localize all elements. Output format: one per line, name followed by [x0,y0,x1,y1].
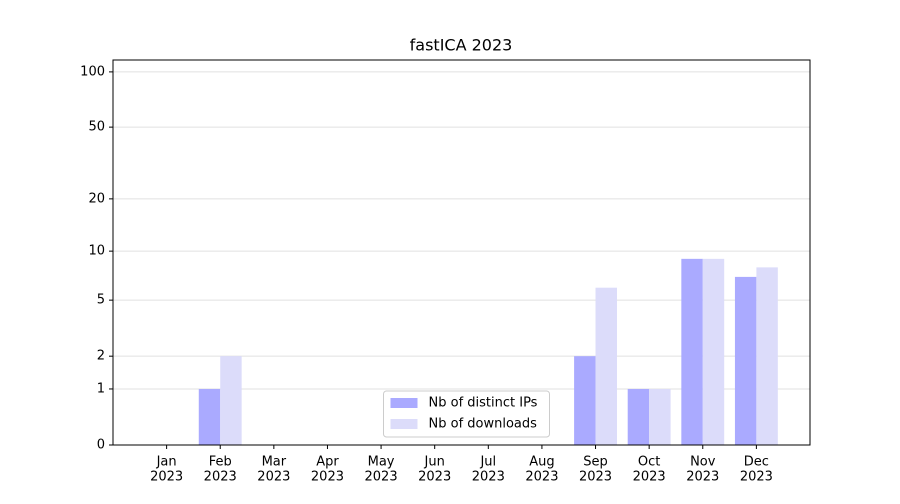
x-tick-label: 2023 [472,470,505,485]
x-tick-label: Jan [156,455,177,470]
bar [574,356,596,445]
bar [595,287,617,445]
x-tick-label: 2023 [525,470,558,485]
x-tick-label: Sep [583,455,608,470]
x-tick-label: 2023 [633,470,666,485]
x-tick-label: Nov [690,455,716,470]
bar [220,356,242,445]
x-tick-label: 2023 [257,470,290,485]
x-tick-label: 2023 [686,470,719,485]
y-tick-label: 1 [97,381,105,396]
y-tick-label: 0 [97,438,105,453]
x-tick-label: Feb [209,455,232,470]
x-tick-label: 2023 [150,470,183,485]
y-tick-label: 20 [88,191,105,206]
x-tick-label: 2023 [365,470,398,485]
y-tick-label: 2 [97,349,105,364]
y-tick-label: 100 [80,64,105,79]
x-tick-label: Jul [479,455,496,470]
plot-frame [112,59,811,446]
bar [681,258,703,445]
bar [627,388,650,445]
legend-box [383,390,550,438]
y-tick-label: 10 [88,244,105,259]
bar [702,258,725,445]
y-tick-label: 5 [97,293,105,308]
bar [649,388,671,445]
x-tick-label: 2023 [418,470,451,485]
x-tick-label: Dec [744,455,769,470]
x-tick-label: Oct [638,455,660,470]
legend-label: Nb of distinct IPs [429,396,538,411]
x-tick-label: 2023 [311,470,344,485]
x-tick-label: Mar [262,455,287,470]
legend-swatch [390,419,418,429]
bar [198,388,221,445]
x-tick-label: Apr [316,455,339,470]
x-tick-label: 2023 [579,470,612,485]
x-tick-label: 2023 [740,470,773,485]
legend-swatch [390,398,418,408]
x-tick-label: Aug [529,455,554,470]
chart-title: fastICA 2023 [410,36,513,55]
bar [756,267,778,445]
y-tick-label: 50 [88,120,105,135]
bar [734,276,757,445]
legend-label: Nb of downloads [429,417,538,432]
x-tick-label: Jun [424,455,445,470]
x-tick-label: 2023 [204,470,237,485]
x-tick-label: May [368,455,395,470]
